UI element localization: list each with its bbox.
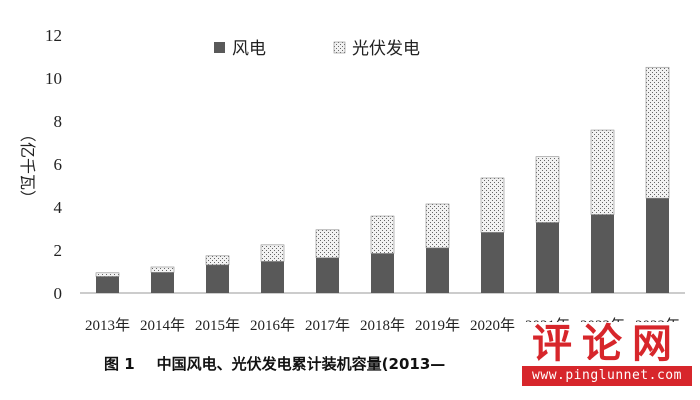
x-tick-label: 2015年: [195, 317, 240, 334]
bar-solar: [645, 66, 670, 199]
y-tick-label: 8: [54, 112, 63, 131]
bar-solar: [205, 255, 230, 266]
watermark-logo: 评论网 www.pinglunnet.com: [522, 322, 692, 390]
x-tick-label: 2016年: [250, 317, 295, 334]
bar-wind: [426, 247, 449, 293]
x-tick-label: 2019年: [415, 317, 460, 334]
bar-solar: [260, 244, 285, 262]
bar-solar: [95, 272, 120, 277]
figure-caption: 图 1 中国风电、光伏发电累计装机容量(2013—: [104, 352, 445, 376]
bars-group: [95, 66, 670, 293]
legend-swatch-wind: [214, 42, 225, 53]
bar-wind: [536, 222, 559, 293]
legend-label-wind: 风电: [232, 39, 266, 59]
bar-wind: [261, 261, 284, 293]
y-axis-ticks: 0 2 4 6 8 10 12: [45, 26, 63, 303]
y-tick-label: 6: [54, 155, 63, 174]
bar-wind: [371, 253, 394, 293]
x-tick-label: 2017年: [305, 317, 350, 334]
bar-solar: [370, 215, 395, 254]
x-tick-label: 2013年: [85, 317, 130, 334]
bar-wind: [316, 257, 339, 293]
bar-solar: [535, 156, 560, 223]
y-tick-label: 2: [54, 241, 63, 260]
bar-solar: [315, 229, 340, 259]
x-tick-label: 2014年: [140, 317, 185, 334]
bar-solar: [150, 266, 175, 273]
watermark-url: www.pinglunnet.com: [522, 366, 692, 386]
bar-wind: [591, 214, 614, 293]
bar-solar: [425, 203, 450, 249]
bar-solar: [480, 177, 505, 233]
x-tick-label: 2020年: [470, 317, 515, 334]
bar-wind: [151, 272, 174, 293]
bar-wind: [646, 198, 669, 293]
y-tick-label: 4: [54, 198, 63, 217]
figure-caption-text: 中国风电、光伏发电累计装机容量(2013—: [156, 355, 446, 373]
bar-wind: [481, 232, 504, 293]
watermark-title: 评论网: [532, 321, 682, 367]
bar-wind: [96, 276, 119, 293]
y-tick-label: 10: [45, 69, 62, 88]
bar-solar: [590, 129, 615, 215]
x-tick-label: 2018年: [360, 317, 405, 334]
legend-swatch-solar: [333, 41, 346, 54]
y-tick-label: 12: [45, 26, 62, 45]
figure-number: 图 1: [104, 355, 135, 373]
y-axis-label: （亿千瓦）: [18, 126, 37, 206]
bar-wind: [206, 264, 229, 293]
legend-label-solar: 光伏发电: [352, 39, 420, 59]
legend: 风电 光伏发电: [214, 39, 420, 59]
y-tick-label: 0: [54, 284, 63, 303]
